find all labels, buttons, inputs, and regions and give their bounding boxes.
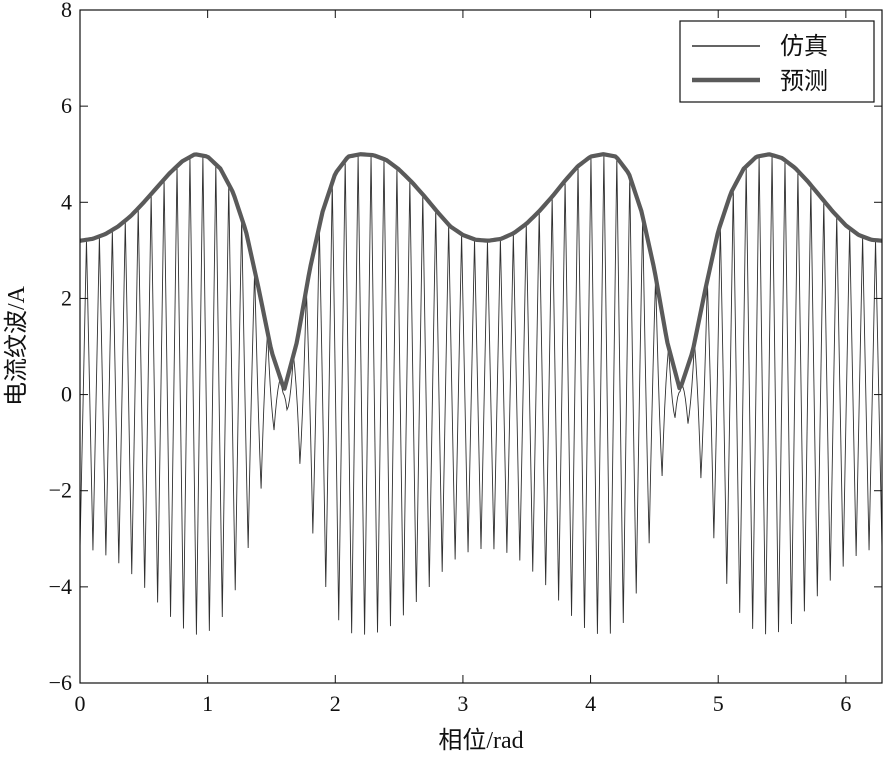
plot-frame (79, 9, 883, 684)
y-tick-label: −4 (49, 574, 72, 599)
y-tick-label: −6 (49, 670, 72, 695)
legend-label-simulation: 仿真 (780, 33, 828, 60)
y-axis-label: 电流纹波/A (3, 285, 30, 406)
legend: 仿真 预测 (679, 20, 875, 103)
x-tick-label: 0 (75, 691, 86, 716)
ticks-layer: 0 1 2 3 4 5 6 −6 −4 −2 0 2 4 6 8 (49, 0, 882, 716)
y-tick-label: 6 (61, 93, 72, 118)
x-axis-label: 相位/rad (438, 727, 523, 754)
legend-label-prediction: 预测 (780, 68, 828, 95)
y-tick-label: 0 (61, 382, 72, 407)
legend-box (679, 20, 875, 103)
x-tick-label: 3 (457, 691, 468, 716)
series-prediction (80, 152, 882, 391)
x-tick-label: 5 (713, 691, 724, 716)
y-tick-label: −2 (49, 478, 72, 503)
x-tick-label: 2 (330, 691, 341, 716)
x-tick-label: 4 (585, 691, 596, 716)
series-layer (80, 152, 882, 635)
y-tick-label: 4 (61, 189, 72, 214)
y-tick-label: 2 (61, 285, 72, 310)
y-tick-label: 8 (61, 0, 72, 22)
x-tick-label: 1 (202, 691, 213, 716)
series-simulation (80, 154, 882, 635)
x-tick-label: 6 (840, 691, 851, 716)
